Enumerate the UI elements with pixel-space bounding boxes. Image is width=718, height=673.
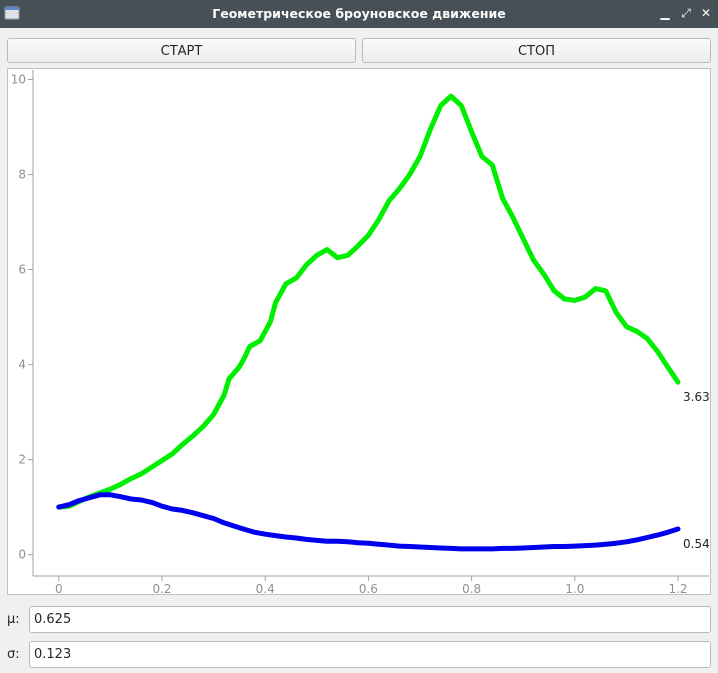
series-line-2 [56,492,681,552]
series-end-label-1: 3.63 [683,390,710,404]
app-icon [4,6,20,20]
mu-label: μ: [7,612,20,627]
x-tick-label: 0.4 [256,582,275,594]
x-tick-label: 1.2 [668,582,687,594]
title-bar: Геометрическое броуновское движение ▁ ⤢ … [0,0,718,28]
window-title: Геометрическое броуновское движение [212,6,506,21]
x-tick-label: 0.6 [359,582,378,594]
y-tick-label: 6 [18,263,26,277]
chart-area: 0 2 4 6 8 10 0 0.2 0.4 0.6 0.8 1.0 1.2 3.63 0.54 [7,68,711,596]
x-tick-label: 1.0 [565,582,584,594]
y-tick-label: 8 [18,168,26,182]
stop-button[interactable]: СТОП [362,38,711,63]
maximize-icon[interactable]: ⤢ [681,6,691,20]
x-tick-label: 0.2 [152,582,171,594]
y-tick-label: 10 [11,73,26,87]
y-tick-label: 4 [18,358,26,372]
close-icon[interactable]: ✕ [700,6,712,20]
x-tick-label: 0.8 [462,582,481,594]
sigma-label: σ: [7,647,20,662]
start-button[interactable]: СТАРТ [7,38,356,63]
y-tick-label: 2 [18,453,26,467]
y-tick-label: 0 [18,548,26,562]
sigma-field[interactable]: 0.123 [29,641,711,668]
series-line-1 [56,93,681,510]
x-tick-label: 0 [55,582,63,594]
minimize-icon[interactable]: ▁ [660,6,670,20]
mu-field[interactable]: 0.625 [29,606,711,633]
line-chart: 0 2 4 6 8 10 0 0.2 0.4 0.6 0.8 1.0 1.2 3.63 0.54 [11,70,710,596]
series-end-label-2: 0.54 [683,537,710,551]
